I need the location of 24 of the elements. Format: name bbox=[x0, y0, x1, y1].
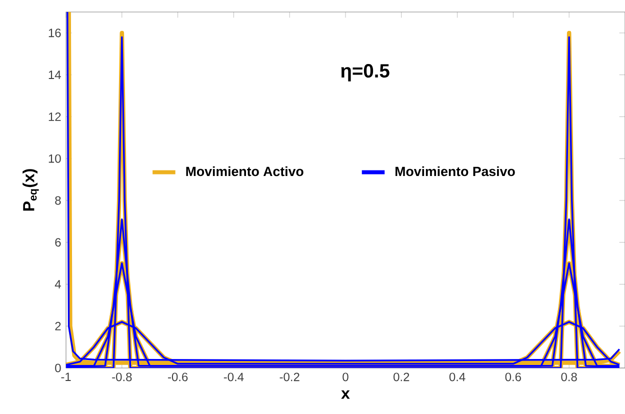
y-tick-label: 12 bbox=[48, 112, 61, 121]
x-tick-label: -0.2 bbox=[280, 372, 300, 382]
x-tick-label: -0.8 bbox=[112, 372, 132, 382]
y-tick-label: 14 bbox=[48, 70, 61, 79]
x-tick-label: -0.4 bbox=[224, 372, 244, 382]
x-tick-label: -0.6 bbox=[168, 372, 188, 382]
x-tick-label: 0 bbox=[342, 372, 348, 382]
legend-label: Movimiento Pasivo bbox=[396, 166, 515, 176]
legend-label: Movimiento Activo bbox=[186, 166, 304, 176]
y-tick-label: 10 bbox=[48, 154, 61, 163]
x-tick-label: 0.8 bbox=[561, 372, 577, 382]
text: η=0.5 bbox=[341, 64, 390, 82]
y-tick-label: 8 bbox=[55, 196, 61, 205]
y-tick-label: 16 bbox=[48, 28, 61, 38]
x-tick-label: 0.2 bbox=[394, 372, 410, 382]
x-tick-label: 0.6 bbox=[505, 372, 522, 382]
y-tick-label: 2 bbox=[55, 322, 61, 330]
x-axis-title: x bbox=[341, 390, 350, 399]
x-tick-label: -1 bbox=[61, 372, 71, 381]
y-tick-label: 4 bbox=[54, 280, 61, 288]
y-tick-label: 0 bbox=[55, 364, 61, 372]
y-axis-title: P$_{eq}$(x) bbox=[22, 169, 39, 211]
y-tick-label: 6 bbox=[55, 238, 61, 247]
x-tick-label: 0.4 bbox=[449, 372, 466, 382]
